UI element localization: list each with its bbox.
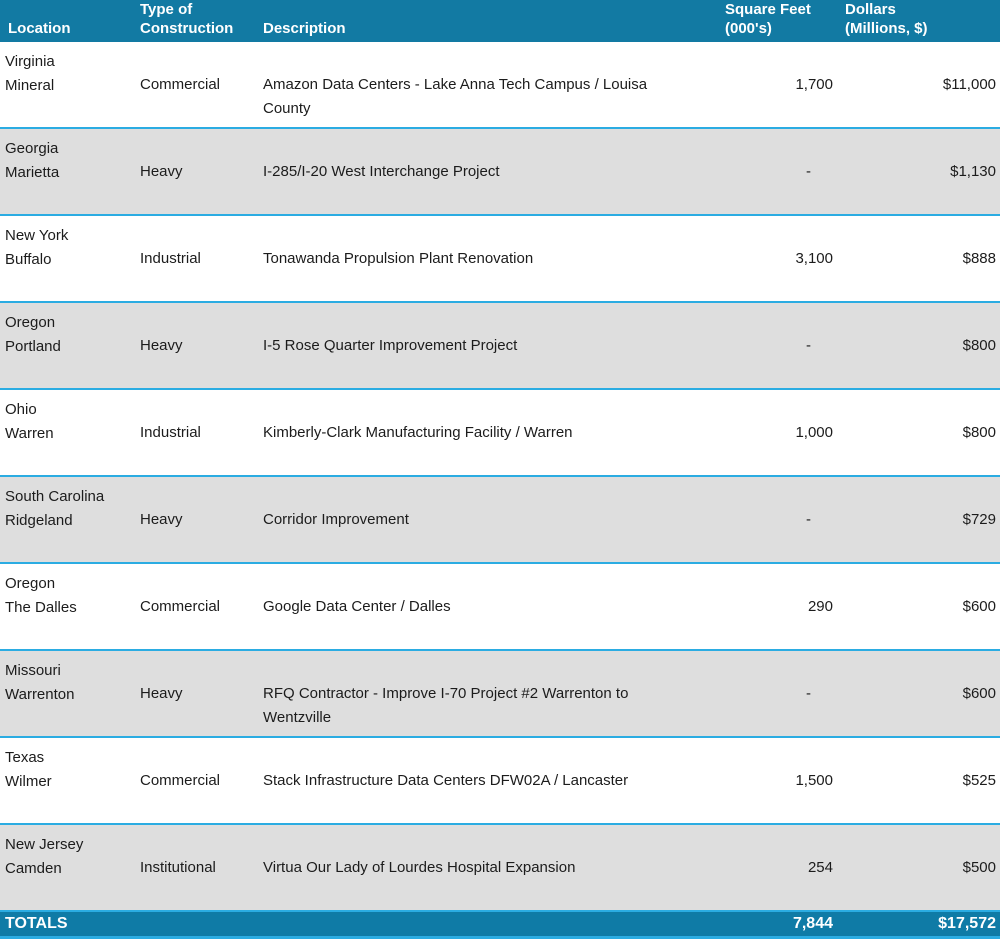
cell-construction-type: Heavy <box>140 163 183 180</box>
location-state: South Carolina <box>5 488 105 505</box>
location-state: Oregon <box>5 575 56 592</box>
cell-description: I-5 Rose Quarter Improvement Project <box>263 337 518 354</box>
table-row: New Jersey Camden Institutional Virtua O… <box>0 825 1000 912</box>
cell-dollars: $1,130 <box>950 163 996 180</box>
location-state: Missouri <box>5 662 61 679</box>
table-row: Missouri Warrenton Heavy RFQ Contractor … <box>0 651 1000 738</box>
table-body: Virginia Mineral Commercial Amazon Data … <box>0 42 1000 912</box>
table-row: Oregon The Dalles Commercial Google Data… <box>0 564 1000 651</box>
cell-description: RFQ Contractor - Improve I-70 Project #2… <box>263 685 629 726</box>
cell-location: New York Buffalo <box>0 216 140 301</box>
location-city: Marietta <box>5 163 60 181</box>
totals-row: TOTALS 7,844 $17,572 <box>0 912 1000 939</box>
cell-construction-type: Commercial <box>140 76 221 93</box>
table-row: New York Buffalo Industrial Tonawanda Pr… <box>0 216 1000 303</box>
table-row: Virginia Mineral Commercial Amazon Data … <box>0 42 1000 129</box>
cell-square-feet: - <box>806 685 811 702</box>
cell-location: Missouri Warrenton <box>0 651 140 736</box>
cell-dollars: $888 <box>962 250 996 267</box>
cell-square-feet: - <box>806 511 811 528</box>
cell-construction-type: Institutional <box>140 859 216 876</box>
cell-square-feet: 1,000 <box>795 424 833 441</box>
totals-square-feet: 7,844 <box>792 915 833 932</box>
header-cell-location: Location <box>8 20 71 37</box>
table-row: Ohio Warren Industrial Kimberly-Clark Ma… <box>0 390 1000 477</box>
location-state: Georgia <box>5 140 59 157</box>
cell-square-feet: - <box>806 337 811 354</box>
cell-location: Virginia Mineral <box>0 42 140 127</box>
cell-description: Google Data Center / Dalles <box>263 598 451 615</box>
cell-square-feet: 1,500 <box>795 772 833 789</box>
cell-square-feet: 290 <box>807 598 833 615</box>
cell-construction-type: Industrial <box>140 250 201 267</box>
location-state: Virginia <box>5 53 55 70</box>
cell-description: Amazon Data Centers - Lake Anna Tech Cam… <box>263 76 648 117</box>
header-cell-construction-type: Type of Construction <box>140 1 234 37</box>
location-state: Oregon <box>5 314 56 331</box>
cell-location: Texas Wilmer <box>0 738 140 823</box>
table-row: Oregon Portland Heavy I-5 Rose Quarter I… <box>0 303 1000 390</box>
location-city: The Dalles <box>5 598 77 616</box>
location-city: Warrenton <box>5 685 75 703</box>
cell-construction-type: Heavy <box>140 511 183 528</box>
location-city: Warren <box>5 424 54 442</box>
cell-construction-type: Industrial <box>140 424 201 441</box>
cell-dollars: $500 <box>962 859 996 876</box>
cell-dollars: $600 <box>962 598 996 615</box>
cell-location: South Carolina Ridgeland <box>0 477 140 562</box>
cell-description: Virtua Our Lady of Lourdes Hospital Expa… <box>263 859 576 876</box>
location-city: Portland <box>5 337 61 355</box>
cell-dollars: $729 <box>962 511 996 528</box>
totals-label: TOTALS <box>5 915 68 932</box>
table-row: South Carolina Ridgeland Heavy Corridor … <box>0 477 1000 564</box>
location-state: Texas <box>5 749 45 766</box>
location-state: New Jersey <box>5 836 84 853</box>
header-cell-square-feet: Square Feet (000's) <box>725 1 811 37</box>
table-row: Texas Wilmer Commercial Stack Infrastruc… <box>0 738 1000 825</box>
cell-dollars: $525 <box>962 772 996 789</box>
cell-construction-type: Commercial <box>140 598 221 615</box>
cell-dollars: $800 <box>962 337 996 354</box>
cell-construction-type: Commercial <box>140 772 221 789</box>
cell-dollars: $600 <box>962 685 996 702</box>
cell-square-feet: 1,700 <box>795 76 833 93</box>
location-city: Camden <box>5 859 62 877</box>
cell-square-feet: 3,100 <box>795 250 833 267</box>
cell-location: Oregon The Dalles <box>0 564 140 649</box>
cell-dollars: $11,000 <box>942 76 996 93</box>
cell-location: New Jersey Camden <box>0 825 140 910</box>
totals-dollars: $17,572 <box>938 915 996 932</box>
table-header-row: Location Type of Construction Descriptio… <box>0 0 1000 42</box>
cell-square-feet: - <box>806 163 811 180</box>
cell-description: Tonawanda Propulsion Plant Renovation <box>263 250 534 267</box>
location-city: Wilmer <box>5 772 52 790</box>
cell-description: I-285/I-20 West Interchange Project <box>263 163 500 180</box>
cell-location: Georgia Marietta <box>0 129 140 214</box>
location-city: Buffalo <box>5 250 52 268</box>
cell-location: Ohio Warren <box>0 390 140 475</box>
location-state: New York <box>5 227 69 244</box>
location-state: Ohio <box>5 401 37 418</box>
table-row: Georgia Marietta Heavy I-285/I-20 West I… <box>0 129 1000 216</box>
cell-description: Corridor Improvement <box>263 511 409 528</box>
location-city: Ridgeland <box>5 511 73 529</box>
cell-construction-type: Heavy <box>140 337 183 354</box>
location-city: Mineral <box>5 76 55 94</box>
header-cell-description: Description <box>263 20 346 37</box>
cell-square-feet: 254 <box>807 859 833 876</box>
cell-description: Kimberly-Clark Manufacturing Facility / … <box>263 424 573 441</box>
cell-dollars: $800 <box>962 424 996 441</box>
cell-description: Stack Infrastructure Data Centers DFW02A… <box>263 772 629 789</box>
header-cell-dollars: Dollars (Millions, $) <box>845 1 928 37</box>
cell-construction-type: Heavy <box>140 685 183 702</box>
cell-location: Oregon Portland <box>0 303 140 388</box>
